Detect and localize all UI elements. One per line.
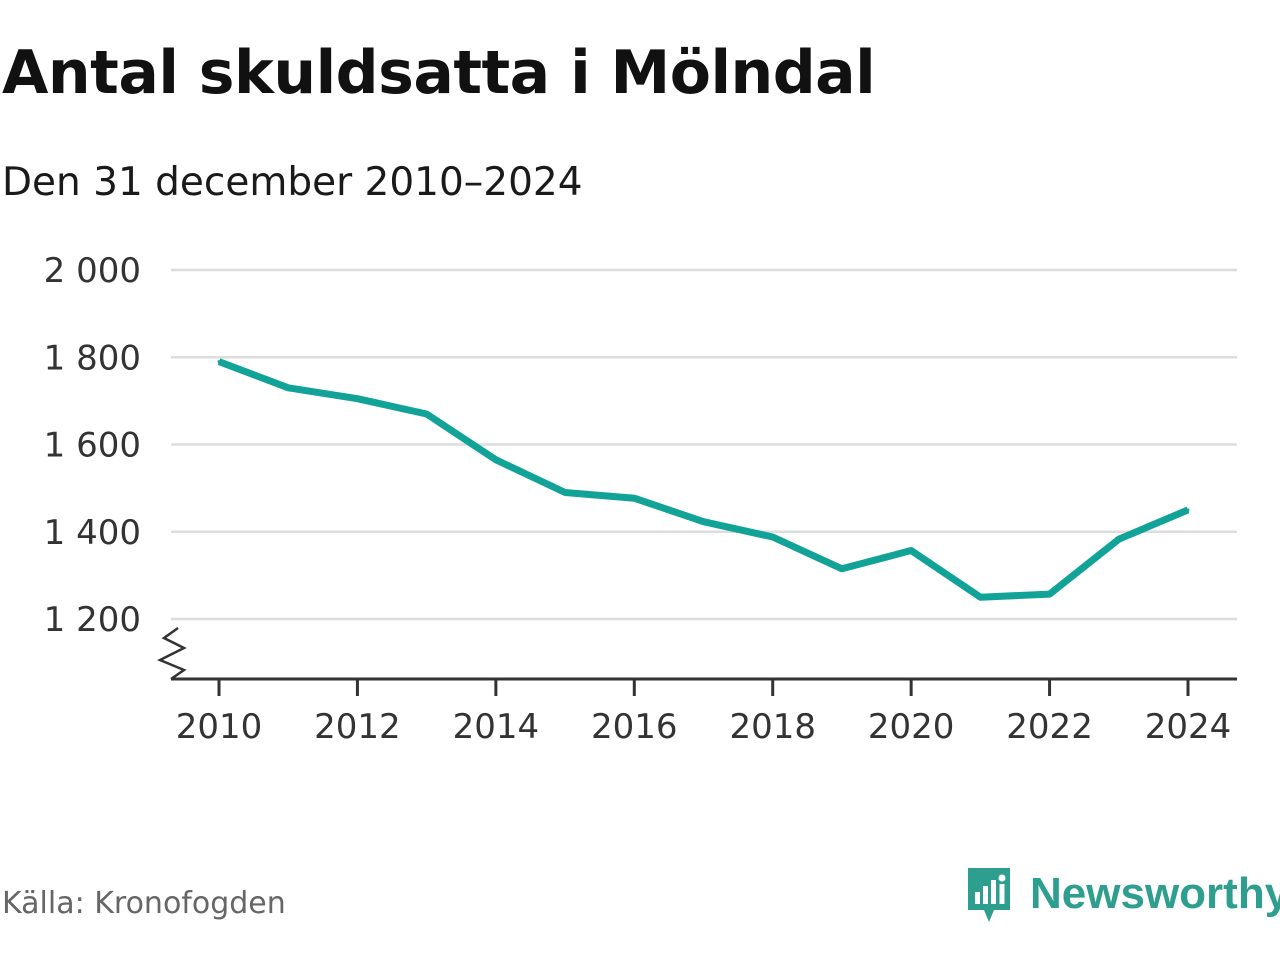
data-point: [494, 458, 498, 462]
source-note: Källa: Kronofogden: [2, 886, 286, 921]
x-tick-label: 2024: [1145, 707, 1232, 747]
x-tick-label: 2022: [1006, 707, 1093, 747]
data-point: [425, 412, 429, 416]
data-point: [702, 520, 705, 524]
gridlines: [171, 268, 1237, 621]
chart-title: Antal skuldsatta i Mölndal: [2, 38, 876, 108]
data-point: [355, 397, 359, 401]
data-points: [217, 360, 1190, 599]
data-point: [217, 360, 221, 364]
series-line: [217, 358, 1190, 601]
x-tick-label: 2012: [314, 707, 401, 747]
data-point: [909, 549, 913, 553]
data-point: [1186, 508, 1190, 512]
brand-logo[interactable]: Newsworthy: [964, 864, 1280, 924]
data-point: [1048, 592, 1052, 596]
y-tick-label: 1 200: [44, 600, 141, 640]
data-point: [978, 595, 982, 599]
data-point: [632, 496, 636, 500]
newsworthy-logo-icon: [968, 868, 1010, 922]
x-tick-label: 2010: [176, 707, 263, 747]
y-tick-label: 1 600: [44, 426, 141, 466]
y-tick-labels: 1 200 1 400 1 600 1 800 2 000: [44, 251, 141, 640]
x-tick-label: 2014: [453, 707, 540, 747]
data-point: [286, 386, 290, 390]
brand-name: Newsworthy: [1030, 869, 1280, 918]
y-tick-label: 1 800: [44, 338, 141, 378]
data-point: [563, 490, 567, 494]
data-point: [1117, 537, 1121, 541]
y-tick-label: 1 400: [44, 513, 141, 553]
axis-break-icon: [156, 626, 187, 681]
data-point: [840, 567, 844, 571]
x-tick-labels: 2010 2012 2014 2016 2018 2020 2022 2024: [176, 707, 1232, 747]
x-tick-label: 2016: [591, 707, 678, 747]
x-tick-label: 2020: [868, 707, 955, 747]
y-tick-label: 2 000: [44, 251, 141, 291]
chart-subtitle: Den 31 december 2010–2024: [2, 160, 583, 205]
axes: [156, 626, 1237, 696]
x-tick-label: 2018: [729, 707, 816, 747]
data-point: [771, 535, 775, 539]
